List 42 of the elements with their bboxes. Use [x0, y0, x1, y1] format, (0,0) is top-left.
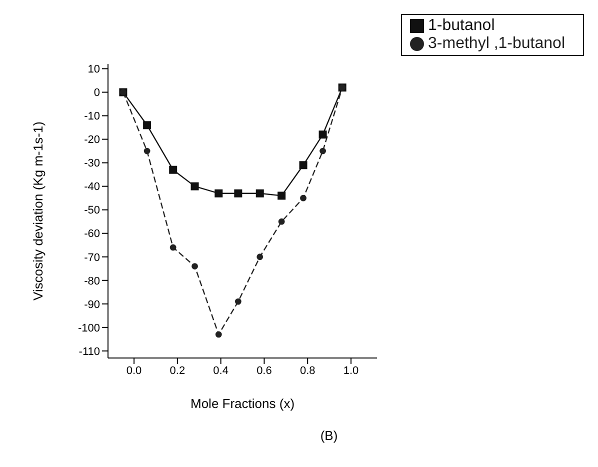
y-tick-label: -80 [84, 275, 100, 288]
point [234, 189, 242, 198]
x-tick-label: 0.2 [170, 364, 186, 377]
point [318, 130, 327, 139]
point [256, 254, 264, 260]
x-tick-label: 0.6 [256, 364, 272, 377]
point [278, 192, 286, 200]
point [169, 166, 178, 174]
y-tick-label: -20 [84, 134, 100, 146]
y-tick-label: -60 [84, 228, 100, 240]
y-tick-label: 0 [94, 87, 100, 100]
point [278, 218, 285, 225]
point [143, 121, 152, 130]
x-axis-title: Mole Fractions (x) [190, 396, 295, 411]
point [299, 161, 308, 170]
x-tick-label: 1.0 [343, 364, 359, 377]
y-tick-label: -110 [78, 346, 100, 358]
legend-label: 1-butanol [428, 17, 495, 34]
point [300, 194, 306, 202]
y-tick-label: 10 [88, 64, 100, 76]
y-tick-label: -90 [84, 298, 100, 311]
y-tick-label: -30 [84, 158, 100, 170]
point [170, 244, 176, 251]
point [190, 182, 199, 190]
x-tick-label: 0.4 [213, 364, 228, 377]
point [320, 148, 326, 154]
point [215, 331, 222, 338]
y-tick-label: -70 [84, 252, 100, 264]
point [256, 189, 264, 198]
y-tick-label: -50 [84, 204, 100, 217]
y-tick-label: -10 [84, 110, 100, 123]
point [144, 148, 150, 154]
y-tick-label: -40 [84, 181, 100, 194]
x-tick-label: 0.8 [300, 364, 316, 377]
point [234, 298, 242, 305]
text: (B) [319, 428, 339, 443]
x-tick-label: 0.0 [126, 364, 142, 377]
y-axis-title: Viscosity deviation (Kg m-1s-1) [30, 122, 46, 300]
y-tick-label: -100 [78, 322, 100, 334]
point [192, 263, 198, 270]
point [214, 189, 223, 198]
legend-label: 3-methyl ,1-butanol [428, 35, 565, 52]
